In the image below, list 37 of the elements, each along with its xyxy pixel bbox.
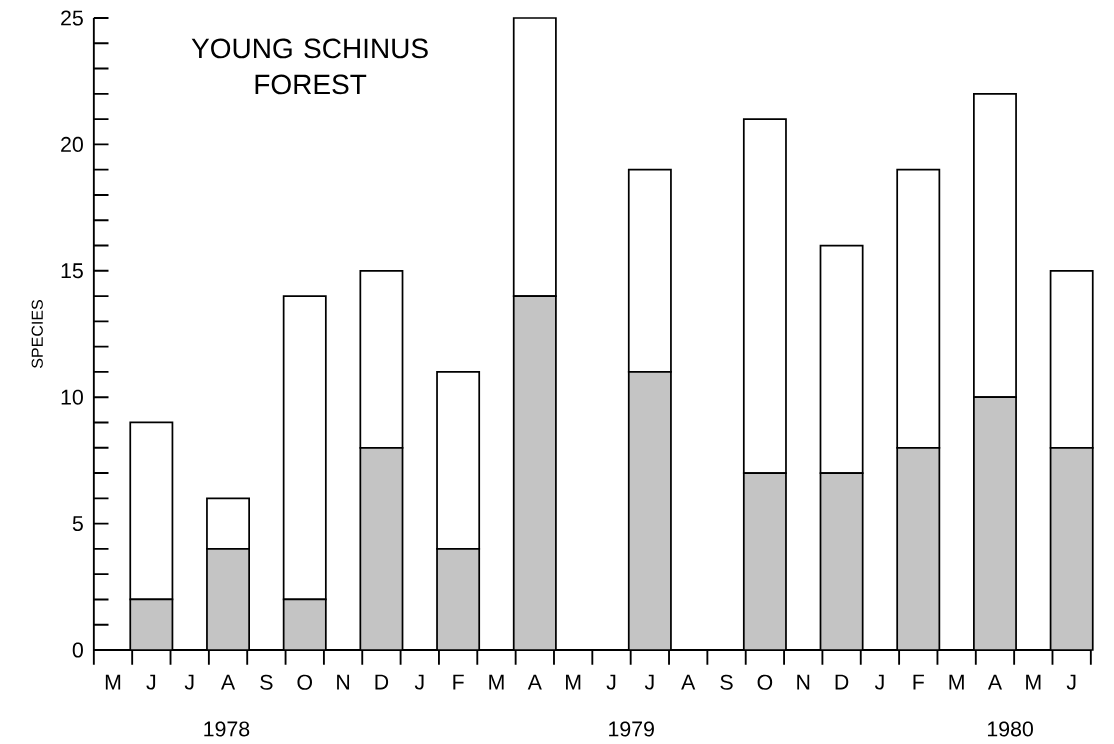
text: YOUNG SCHINUS FOREST	[191, 38, 428, 95]
x-tick-label: J	[184, 674, 194, 690]
y-tick-label: 10	[61, 389, 83, 405]
x-tick-label: D	[835, 674, 849, 690]
x-tick-label: A	[220, 674, 236, 690]
x-tick-label: J	[644, 674, 654, 690]
x-tick-label: J	[1066, 674, 1076, 690]
x-tick-label: O	[297, 674, 313, 690]
x-tick-label: N	[797, 674, 810, 690]
x-tick-label: S	[720, 674, 733, 690]
x-tick-label: M	[105, 674, 121, 690]
y-axis-title: SPECIES	[31, 300, 43, 368]
x-tick-label: M	[949, 674, 964, 690]
x-tick-label: A	[681, 674, 696, 690]
x-tick-label: A	[527, 674, 542, 690]
x-tick-label: O	[757, 674, 773, 690]
x-tick-label: F	[913, 674, 924, 690]
text: 1978	[204, 721, 250, 737]
x-tick-label: J	[414, 674, 424, 690]
y-tick-label: 5	[72, 516, 83, 532]
x-tick-label: A	[987, 674, 1003, 690]
x-tick-label: N	[337, 674, 350, 690]
x-tick-label: J	[606, 674, 616, 690]
y-tick-label: 25	[61, 10, 83, 26]
y-tick-label: 20	[61, 136, 83, 152]
x-tick-label: F	[453, 674, 464, 690]
x-tick-label: M	[489, 674, 504, 690]
y-tick-label: 0	[72, 642, 83, 658]
y-tick-label: 15	[61, 263, 83, 279]
x-tick-label: M	[566, 674, 581, 690]
x-tick-label: J	[874, 674, 884, 690]
text: 1980	[987, 721, 1033, 737]
x-tick-label: S	[260, 674, 273, 690]
x-tick-label: M	[1026, 674, 1041, 690]
x-tick-label: D	[375, 674, 389, 690]
x-tick-label: J	[146, 674, 156, 690]
text: 1979	[609, 721, 654, 737]
